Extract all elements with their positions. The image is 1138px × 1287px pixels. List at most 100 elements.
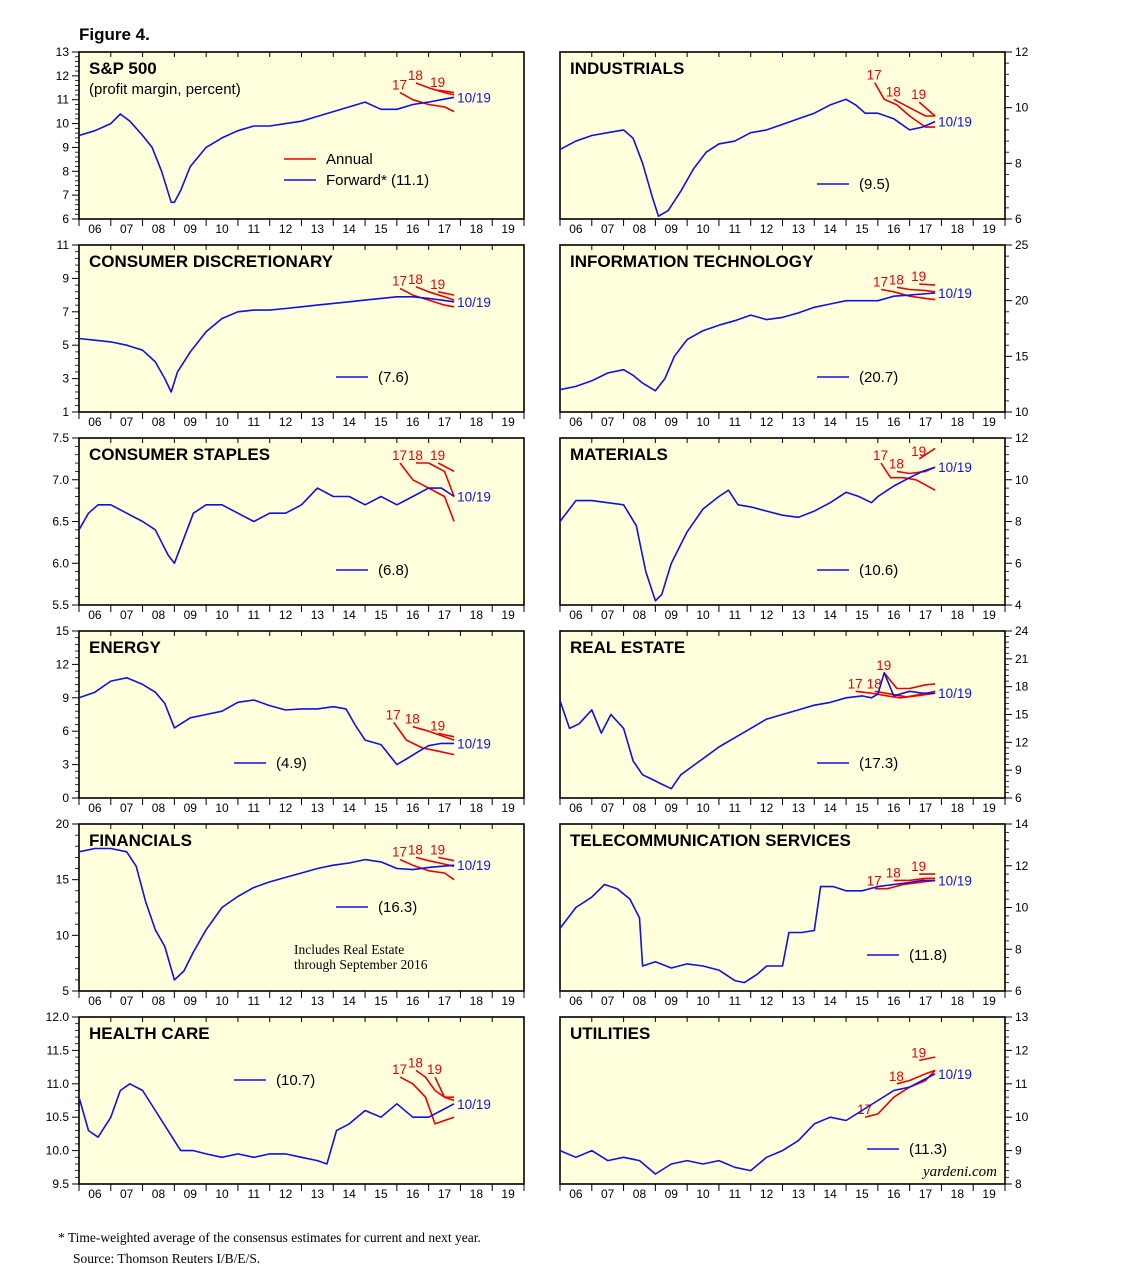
latest-date-label: 10/19 xyxy=(938,115,972,130)
legend-forward-label: (10.6) xyxy=(859,562,898,579)
x-tick-label: 07 xyxy=(120,608,134,622)
x-tick-label: 07 xyxy=(120,801,134,815)
annual-year-label: 17 xyxy=(392,448,407,463)
latest-date-label: 10/19 xyxy=(938,460,972,475)
y-tick-label: 11.0 xyxy=(47,1077,70,1091)
y-tick-label: 9 xyxy=(62,271,69,285)
annual-series-line xyxy=(393,721,455,756)
x-tick-label: 08 xyxy=(633,801,647,815)
y-tick-label: 9.5 xyxy=(52,1177,69,1191)
x-tick-label: 18 xyxy=(951,415,965,429)
chart-title: HEALTH CARE xyxy=(89,1024,210,1043)
x-tick-label: 17 xyxy=(919,801,933,815)
x-tick-label: 14 xyxy=(342,1187,356,1201)
annual-year-label: 17 xyxy=(392,845,407,860)
legend-forward-label: (11.3) xyxy=(909,1141,947,1158)
chart-title: CONSUMER STAPLES xyxy=(89,445,270,464)
x-tick-label: 16 xyxy=(406,994,420,1008)
x-tick-label: 11 xyxy=(729,415,742,429)
x-tick-label: 15 xyxy=(855,1187,869,1201)
x-tick-label: 07 xyxy=(120,222,134,236)
forward-series-line xyxy=(559,671,936,790)
x-tick-label: 15 xyxy=(374,608,388,622)
x-tick-label: 14 xyxy=(342,801,356,815)
latest-date-label: 10/19 xyxy=(938,873,972,888)
x-tick-label: 09 xyxy=(184,801,198,815)
y-tick-label: 9 xyxy=(1015,763,1022,777)
annual-year-label: 17 xyxy=(873,275,888,290)
x-tick-label: 12 xyxy=(760,994,774,1008)
x-tick-label: 10 xyxy=(215,994,229,1008)
y-tick-label: 13 xyxy=(56,45,70,59)
y-tick-label: 18 xyxy=(1015,680,1029,694)
y-tick-label: 10 xyxy=(1015,901,1029,915)
yardeni-watermark: yardeni.com xyxy=(921,1164,997,1180)
annual-series-line xyxy=(918,447,936,460)
annual-year-label: 18 xyxy=(405,712,420,727)
y-tick-label: 4 xyxy=(1015,598,1022,612)
x-tick-label: 06 xyxy=(88,1187,102,1201)
y-tick-label: 10.5 xyxy=(46,1110,70,1124)
x-tick-label: 08 xyxy=(152,994,166,1008)
x-tick-label: 09 xyxy=(665,1187,679,1201)
x-tick-label: 11 xyxy=(248,801,261,815)
plot-area xyxy=(78,1016,525,1185)
x-tick-label: 19 xyxy=(501,222,515,236)
x-tick-label: 19 xyxy=(501,994,515,1008)
x-tick-label: 19 xyxy=(982,415,996,429)
legend-annual-label: Annual xyxy=(326,151,373,168)
annual-series-line xyxy=(415,82,455,96)
annual-series-line xyxy=(415,462,455,497)
x-tick-label: 18 xyxy=(470,801,484,815)
x-tick-label: 18 xyxy=(470,415,484,429)
chart-title: INFORMATION TECHNOLOGY xyxy=(570,252,814,271)
x-tick-label: 19 xyxy=(982,1187,996,1201)
y-tick-label: 6.0 xyxy=(52,556,69,570)
y-tick-label: 9 xyxy=(62,140,69,154)
x-tick-label: 14 xyxy=(823,1187,837,1201)
x-tick-label: 09 xyxy=(665,415,679,429)
y-tick-label: 9 xyxy=(62,691,69,705)
y-tick-label: 12 xyxy=(1015,1043,1029,1057)
latest-date-label: 10/19 xyxy=(938,286,972,301)
y-tick-label: 12 xyxy=(1015,859,1029,873)
x-tick-label: 11 xyxy=(729,801,742,815)
chart-panel: 06 07 08 09 10 11 12 13 14 15 16 17 18 19 6 8 10 12 INDUST… xyxy=(559,45,1029,236)
x-tick-label: 08 xyxy=(152,608,166,622)
x-tick-label: 06 xyxy=(88,608,102,622)
plot-area xyxy=(559,244,1006,413)
plot-area xyxy=(559,1016,1006,1185)
footnote: * Time-weighted average of the consensus… xyxy=(58,1230,481,1245)
x-tick-label: 17 xyxy=(919,994,933,1008)
x-tick-label: 08 xyxy=(152,222,166,236)
annual-series-line xyxy=(438,291,455,296)
x-tick-label: 08 xyxy=(633,415,647,429)
chart-title: MATERIALS xyxy=(570,445,668,464)
chart-panel: 06 07 08 09 10 11 12 13 14 15 16 17 18 194681012MATER… xyxy=(559,431,1029,622)
plot-area xyxy=(78,51,525,220)
x-tick-label: 12 xyxy=(279,994,293,1008)
x-tick-label: 07 xyxy=(120,1187,134,1201)
plot-area xyxy=(559,51,1006,220)
annual-series-line xyxy=(896,286,936,293)
y-tick-label: 5 xyxy=(62,338,69,352)
y-tick-label: 6 xyxy=(1015,212,1022,226)
x-tick-label: 16 xyxy=(406,608,420,622)
y-tick-label: 8 xyxy=(1015,942,1022,956)
annual-series-line xyxy=(399,1076,455,1125)
x-tick-label: 08 xyxy=(633,222,647,236)
y-tick-label: 15 xyxy=(1015,349,1029,363)
x-tick-label: 07 xyxy=(601,222,615,236)
x-tick-label: 12 xyxy=(760,415,774,429)
x-tick-label: 06 xyxy=(88,994,102,1008)
y-tick-label: 11 xyxy=(1015,1077,1028,1091)
x-tick-label: 16 xyxy=(887,222,901,236)
y-tick-label: 21 xyxy=(1015,652,1029,666)
x-tick-label: 08 xyxy=(633,994,647,1008)
x-tick-label: 06 xyxy=(88,222,102,236)
x-tick-label: 18 xyxy=(470,608,484,622)
chart-panel: 06 07 08 09 10 11 12 13 14 15 16 17 18 191357911CONSU… xyxy=(57,238,525,429)
x-tick-label: 13 xyxy=(792,1187,806,1201)
x-tick-label: 10 xyxy=(215,608,229,622)
x-tick-label: 17 xyxy=(919,415,933,429)
